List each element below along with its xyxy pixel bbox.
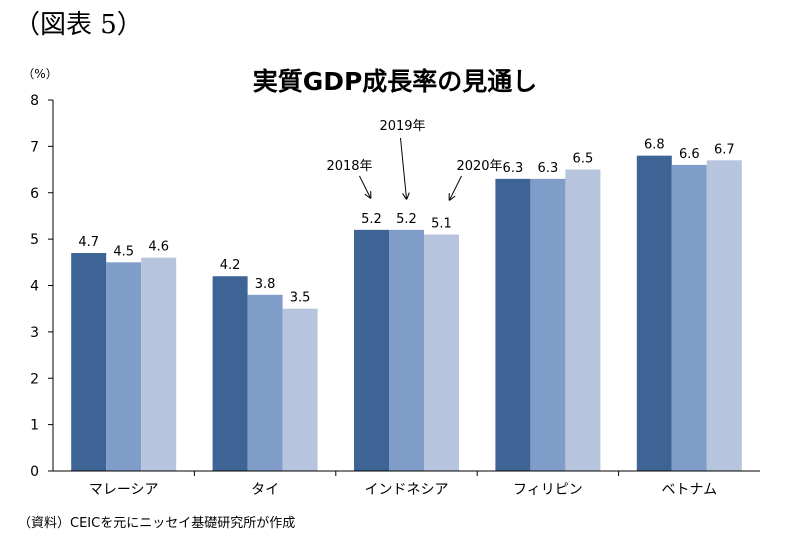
- bar: [424, 234, 459, 471]
- category-label: インドネシア: [365, 482, 449, 498]
- y-tick-label: 7: [30, 139, 39, 155]
- data-label: 4.2: [220, 258, 241, 273]
- bar: [141, 257, 177, 471]
- chart-title: 実質GDP成長率の見通し: [253, 67, 538, 96]
- y-tick-label: 5: [30, 232, 39, 248]
- data-label: 5.1: [431, 216, 452, 231]
- bar: [671, 164, 707, 472]
- annotation-arrow: [359, 175, 371, 198]
- bar: [636, 155, 672, 471]
- annotation-arrow: [450, 175, 462, 200]
- bar: [212, 276, 248, 471]
- category-label: ベトナム: [662, 482, 718, 498]
- bar: [565, 169, 601, 471]
- y-tick-label: 4: [30, 279, 39, 295]
- data-label: 3.8: [255, 277, 276, 292]
- figure-label: （図表 5）: [14, 10, 143, 40]
- data-label: 6.3: [538, 161, 559, 176]
- series-annotation: 2019年: [379, 119, 425, 134]
- data-label: 4.7: [78, 235, 99, 250]
- annotation-arrow: [400, 137, 407, 199]
- y-tick-label: 1: [30, 418, 39, 434]
- bar: [247, 294, 283, 471]
- series-annotation: 2018年: [326, 159, 372, 174]
- source-note: （資料）CEICを元にニッセイ基礎研究所が作成: [18, 516, 296, 531]
- y-tick-label: 0: [30, 464, 39, 480]
- bar: [282, 308, 318, 471]
- data-label: 4.6: [148, 240, 169, 255]
- y-tick-label: 3: [30, 325, 39, 341]
- data-label: 5.2: [396, 212, 417, 227]
- data-label: 6.6: [679, 147, 700, 162]
- data-label: 3.5: [290, 291, 311, 306]
- bar: [71, 253, 107, 471]
- bar: [530, 178, 566, 471]
- bar: [106, 262, 142, 471]
- y-axis-unit: （%）: [22, 67, 57, 81]
- category-label: マレーシア: [89, 482, 159, 498]
- y-tick-label: 2: [30, 371, 39, 387]
- data-label: 6.5: [573, 152, 594, 167]
- bar: [389, 229, 424, 471]
- category-label: フィリピン: [513, 482, 583, 498]
- data-label: 5.2: [361, 212, 382, 227]
- data-label: 4.5: [113, 244, 134, 259]
- data-label: 6.7: [714, 142, 735, 157]
- data-label: 6.3: [503, 161, 524, 176]
- y-tick-label: 6: [30, 186, 39, 202]
- series-annotation: 2020年: [456, 159, 502, 174]
- bar: [354, 229, 389, 471]
- bar: [495, 178, 531, 471]
- y-tick-label: 8: [30, 93, 39, 109]
- category-label: タイ: [251, 482, 279, 498]
- data-label: 6.8: [644, 138, 665, 153]
- bar: [706, 160, 742, 471]
